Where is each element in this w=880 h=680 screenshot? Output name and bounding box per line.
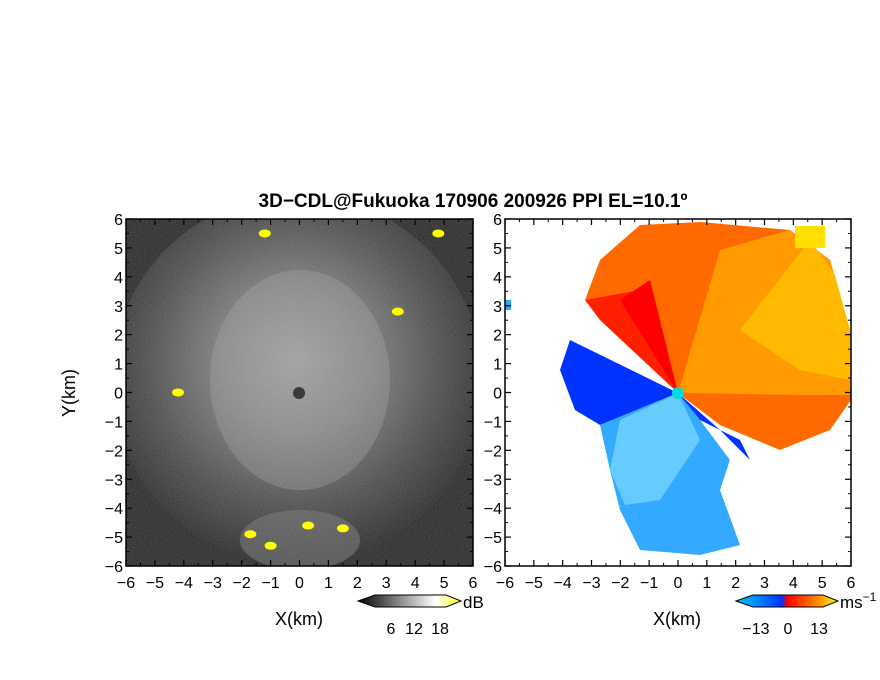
high-echo-spot xyxy=(244,530,257,539)
y-tick-label: 0 xyxy=(114,386,123,403)
x-tick-label: 2 xyxy=(353,575,362,592)
high-echo-spot xyxy=(336,524,349,533)
y-tick-label: −1 xyxy=(484,414,502,431)
velocity-axes: −6 −5 −4 −3 −2 −1 0 1 2 3 4 5 6 −6 −5 −4 −3 −2 −1 0 1 2 3 4 5 6 xyxy=(484,212,856,592)
y-tick-label: −3 xyxy=(105,472,123,489)
x-tick-label: −3 xyxy=(204,575,222,592)
x-tick-label: −1 xyxy=(640,575,658,592)
x-tick-label: −5 xyxy=(146,575,164,592)
y-tick-label: −4 xyxy=(484,501,502,518)
velocity-image xyxy=(505,219,851,566)
x-tick-label: 4 xyxy=(789,575,798,592)
reflectivity-image xyxy=(126,219,473,566)
velocity-panel xyxy=(505,219,851,566)
velocity-unit-exponent: −1 xyxy=(863,590,877,604)
x-tick-label: 5 xyxy=(818,575,827,592)
velocity-colorbar-tick-label: −13 xyxy=(742,621,769,638)
y-tick-label: 4 xyxy=(493,270,502,287)
y-tick-label: −2 xyxy=(105,443,123,460)
y-tick-label: −4 xyxy=(105,501,123,518)
x-tick-label: −2 xyxy=(611,575,629,592)
y-tick-label: 3 xyxy=(114,299,123,316)
reflectivity-colorbar: 6 12 18 dB xyxy=(356,593,484,638)
y-tick-label: −6 xyxy=(484,559,502,576)
velocity-colorbar-unit: ms−1 xyxy=(840,590,877,612)
x-tick-label: 3 xyxy=(382,575,391,592)
x-tick-label: 1 xyxy=(702,575,711,592)
velocity-colorbar-ticks: −13 0 13 xyxy=(742,621,828,638)
reflectivity-y-axis-label: Y(km) xyxy=(59,369,79,417)
high-echo-spot xyxy=(172,388,185,397)
velocity-unit-base: ms xyxy=(840,593,863,612)
y-tick-label: −1 xyxy=(105,414,123,431)
y-tick-label: −6 xyxy=(105,559,123,576)
reflectivity-colorbar-tick-label: 12 xyxy=(405,621,423,638)
reflectivity-colorbar-ticks: 6 12 18 xyxy=(387,621,449,638)
x-tick-label: −6 xyxy=(117,575,135,592)
y-tick-label: 1 xyxy=(493,357,502,374)
y-tick-label: −5 xyxy=(484,530,502,547)
x-tick-label: 5 xyxy=(440,575,449,592)
high-echo-spot xyxy=(258,229,271,238)
velocity-colorbar-tick-label: 0 xyxy=(784,621,793,638)
x-tick-label: 0 xyxy=(674,575,683,592)
x-tick-label: −6 xyxy=(496,575,514,592)
y-tick-label: −2 xyxy=(484,443,502,460)
x-tick-label: 2 xyxy=(731,575,740,592)
x-tick-label: −2 xyxy=(233,575,251,592)
x-tick-label: −1 xyxy=(261,575,279,592)
x-tick-label: −3 xyxy=(582,575,600,592)
y-tick-label: −3 xyxy=(484,472,502,489)
y-tick-label: 2 xyxy=(493,328,502,345)
x-tick-label: −5 xyxy=(525,575,543,592)
velocity-colorbar-tick-label: 13 xyxy=(810,621,828,638)
y-tick-label: 3 xyxy=(493,299,502,316)
reflectivity-axes: −6 −5 −4 −3 −2 −1 0 1 2 3 4 5 6 −6 −5 −4 −3 −2 −1 0 1 2 3 4 5 6 xyxy=(105,212,478,592)
reflectivity-colorbar-tick-label: 6 xyxy=(387,621,396,638)
y-tick-label: 6 xyxy=(114,212,123,229)
x-tick-label: 3 xyxy=(760,575,769,592)
high-echo-spot xyxy=(432,229,445,238)
velocity-x-axis-label: X(km) xyxy=(653,609,701,629)
y-tick-label: 5 xyxy=(114,241,123,258)
high-echo-spot xyxy=(302,521,315,530)
x-tick-label: −4 xyxy=(175,575,193,592)
y-tick-label: 6 xyxy=(493,212,502,229)
x-tick-label: 4 xyxy=(411,575,420,592)
reflectivity-colorbar-unit: dB xyxy=(463,593,484,612)
reflectivity-colorbar-tick-label: 18 xyxy=(431,621,449,638)
chart-title: 3D−CDL@Fukuoka 170906 200926 PPI EL=10.1… xyxy=(259,191,688,212)
high-reflectivity-echoes xyxy=(172,229,445,550)
y-tick-label: 4 xyxy=(114,270,123,287)
x-tick-label: 6 xyxy=(847,575,856,592)
x-tick-label: 1 xyxy=(324,575,333,592)
y-tick-label: −5 xyxy=(105,530,123,547)
y-tick-label: 1 xyxy=(114,357,123,374)
y-tick-label: 2 xyxy=(114,328,123,345)
reflectivity-panel xyxy=(126,219,473,566)
reflectivity-x-axis-label: X(km) xyxy=(275,609,323,629)
y-tick-label: 5 xyxy=(493,241,502,258)
x-tick-label: 6 xyxy=(469,575,478,592)
high-echo-spot xyxy=(391,307,404,316)
x-tick-label: 0 xyxy=(295,575,304,592)
y-tick-label: 0 xyxy=(493,386,502,403)
x-tick-label: −4 xyxy=(554,575,572,592)
high-echo-spot xyxy=(264,541,277,550)
velocity-colorbar: −13 0 13 ms−1 xyxy=(734,590,877,638)
